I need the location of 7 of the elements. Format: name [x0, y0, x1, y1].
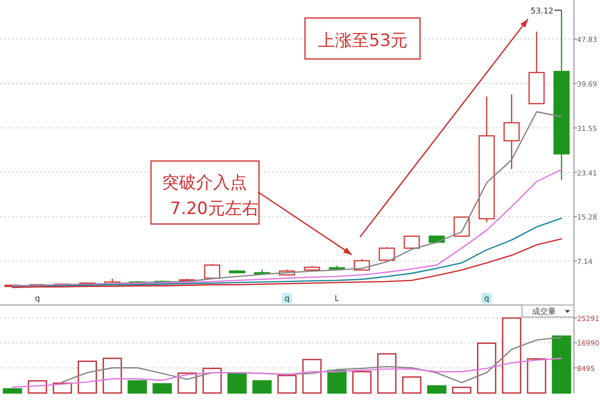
text: q	[484, 294, 490, 303]
annotation: 上涨至53元	[318, 31, 408, 51]
chart-title: 成交量	[532, 307, 556, 316]
text: L	[334, 294, 340, 303]
annotation: 53.12	[530, 6, 554, 16]
annotation: 突破介入点 7.20元左右	[162, 173, 259, 219]
text: q	[34, 294, 40, 303]
